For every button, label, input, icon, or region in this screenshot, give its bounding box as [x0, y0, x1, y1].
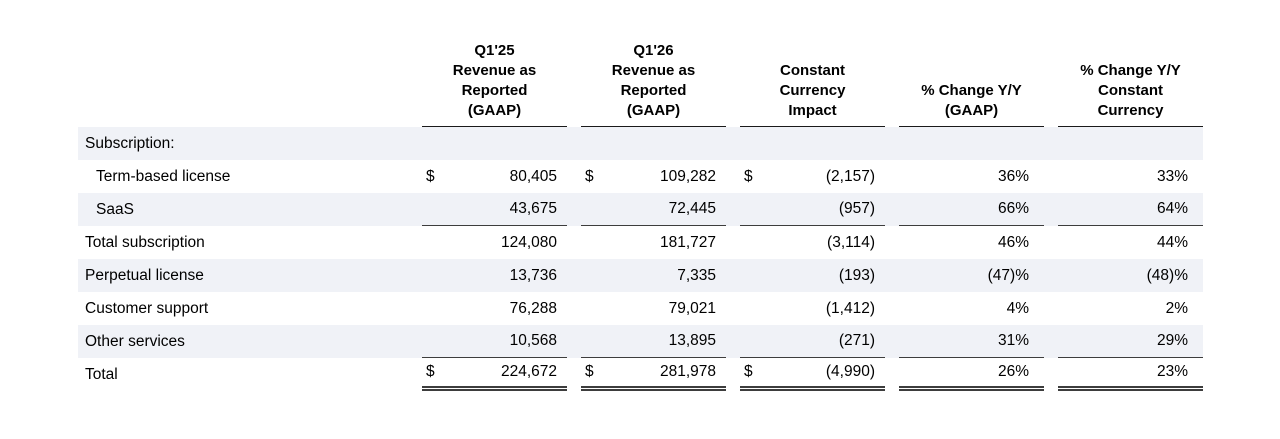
percent-cell: 29%	[1058, 325, 1203, 358]
money-cell: 13,895	[581, 325, 726, 358]
cell-value: 13,895	[668, 332, 716, 349]
table-row-total: Total $ 224,672 $ 281,978 $ (4,990) 26% …	[78, 358, 1203, 391]
money-cell: $ (4,990)	[740, 358, 885, 391]
cell-value: 124,080	[500, 233, 557, 251]
cell-value: (2,157)	[825, 167, 875, 185]
percent-cell: 66%	[899, 193, 1044, 226]
table-row-customer-support: Customer support 76,288 79,021 (1,412) 4…	[78, 292, 1203, 325]
table-row-term-based-license: Term-based license $ 80,405 $ 109,282 $ …	[78, 160, 1203, 193]
money-cell: 124,080	[422, 226, 567, 259]
table-row-subscription-section: Subscription:	[78, 127, 1203, 160]
cell-value: (3,114)	[827, 233, 875, 251]
cell-value: (957)	[838, 200, 875, 217]
row-label: SaaS	[96, 200, 134, 218]
percent-cell: (47)%	[987, 266, 1029, 284]
row-label: Term-based license	[96, 167, 231, 185]
percent-cell: (48)%	[1146, 266, 1188, 284]
money-cell: (1,412)	[740, 292, 885, 325]
cell-value: 76,288	[509, 299, 557, 317]
percent-cell: 64%	[1058, 193, 1203, 226]
cell-value: 181,727	[659, 233, 716, 251]
money-cell: $ 80,405	[422, 160, 567, 193]
table-row-total-subscription: Total subscription 124,080 181,727 (3,11…	[78, 226, 1203, 259]
money-cell: 43,675	[422, 193, 567, 226]
percent-cell: 23%	[1058, 358, 1203, 391]
percent-cell: 26%	[899, 358, 1044, 391]
cell-value: (271)	[838, 332, 875, 349]
cell-value: 43,675	[509, 200, 557, 217]
money-cell	[740, 127, 885, 160]
money-cell: $ (2,157)	[740, 160, 885, 193]
cell-value: 7,335	[677, 266, 716, 284]
money-cell: $ 224,672	[422, 358, 567, 391]
column-header-q126-revenue: Q1'26 Revenue as Reported (GAAP)	[581, 41, 726, 127]
percent-cell: 46%	[997, 233, 1029, 251]
table-header: Q1'25 Revenue as Reported (GAAP) Q1'26 R…	[78, 22, 1203, 127]
table-row-other-services: Other services 10,568 13,895 (271) 31% 2…	[78, 325, 1203, 358]
column-header-pct-change-constant-currency: % Change Y/Y Constant Currency	[1058, 61, 1203, 127]
cell-value: 80,405	[509, 167, 557, 185]
money-cell: 72,445	[581, 193, 726, 226]
money-cell: (3,114)	[740, 226, 885, 259]
currency-symbol: $	[744, 363, 753, 380]
currency-symbol: $	[585, 363, 594, 380]
cell-value: (1,412)	[825, 299, 875, 317]
currency-symbol: $	[585, 167, 594, 185]
row-label: Other services	[85, 332, 185, 350]
percent-cell: 31%	[899, 325, 1044, 358]
column-header-pct-change-gaap: % Change Y/Y (GAAP)	[899, 81, 1044, 127]
cell-value: 13,736	[509, 266, 557, 284]
money-cell: 79,021	[581, 292, 726, 325]
row-label: Subscription:	[85, 134, 175, 152]
money-cell: $ 109,282	[581, 160, 726, 193]
money-cell: 76,288	[422, 292, 567, 325]
currency-symbol: $	[426, 363, 435, 380]
revenue-table: Q1'25 Revenue as Reported (GAAP) Q1'26 R…	[78, 22, 1203, 391]
column-header-q125-revenue: Q1'25 Revenue as Reported (GAAP)	[422, 41, 567, 127]
cell-value: 79,021	[668, 299, 716, 317]
cell-value: 10,568	[509, 332, 557, 349]
header-label-spacer	[78, 22, 408, 127]
money-cell: (193)	[740, 259, 885, 292]
currency-symbol: $	[426, 167, 435, 185]
percent-cell: 44%	[1156, 233, 1188, 251]
money-cell: 13,736	[422, 259, 567, 292]
money-cell: (271)	[740, 325, 885, 358]
cell-value: 72,445	[668, 200, 716, 217]
money-cell	[422, 127, 567, 160]
cell-value: 281,978	[659, 363, 716, 380]
currency-symbol: $	[744, 167, 753, 185]
cell-value: 224,672	[500, 363, 557, 380]
row-label: Customer support	[85, 299, 209, 317]
row-label: Total subscription	[85, 233, 205, 251]
table-row-saas: SaaS 43,675 72,445 (957) 66% 64%	[78, 193, 1203, 226]
percent-cell	[899, 127, 1044, 160]
money-cell: (957)	[740, 193, 885, 226]
percent-cell: 4%	[1006, 299, 1029, 317]
money-cell: 10,568	[422, 325, 567, 358]
money-cell: $ 281,978	[581, 358, 726, 391]
percent-cell: 33%	[1156, 167, 1188, 185]
percent-cell: 36%	[997, 167, 1029, 185]
money-cell: 7,335	[581, 259, 726, 292]
percent-cell	[1058, 127, 1203, 160]
cell-value: 109,282	[659, 167, 716, 185]
cell-value: (4,990)	[825, 363, 875, 380]
row-label: Total	[85, 365, 118, 383]
cell-value: (193)	[838, 266, 875, 284]
table-row-perpetual-license: Perpetual license 13,736 7,335 (193) (47…	[78, 259, 1203, 292]
percent-cell: 2%	[1165, 299, 1188, 317]
row-label: Perpetual license	[85, 266, 204, 284]
column-header-constant-currency-impact: Constant Currency Impact	[740, 61, 885, 127]
money-cell	[581, 127, 726, 160]
money-cell: 181,727	[581, 226, 726, 259]
